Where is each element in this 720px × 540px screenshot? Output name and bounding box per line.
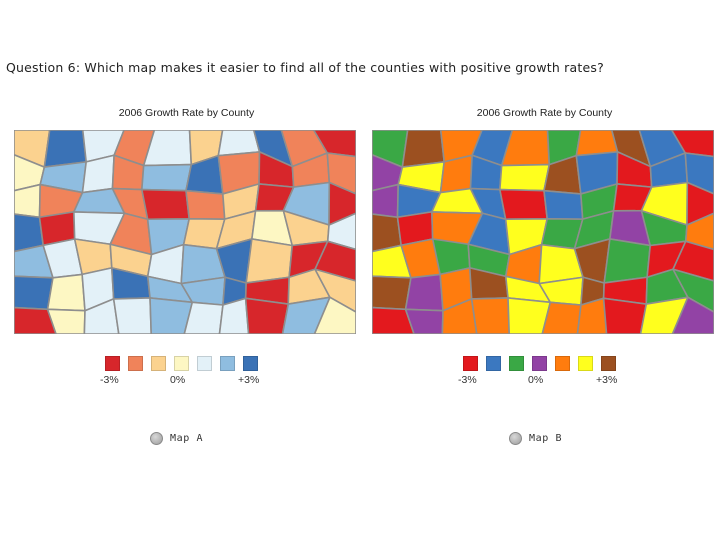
county <box>670 130 714 158</box>
legend-mid-label: 0% <box>170 374 186 386</box>
legend-swatch-6 <box>220 356 235 371</box>
county <box>602 297 648 334</box>
county <box>14 306 57 334</box>
county <box>404 273 444 312</box>
county <box>112 297 153 334</box>
legend-swatch-3 <box>509 356 524 371</box>
county <box>684 152 714 195</box>
map-a-radio-button[interactable] <box>150 432 163 445</box>
question-text: Question 6: Which map makes it easier to… <box>6 60 604 75</box>
map-b-title: 2006 Growth Rate by County <box>476 107 613 119</box>
legend-swatch-4 <box>532 356 547 371</box>
county <box>141 163 193 192</box>
county <box>312 130 356 158</box>
legend-swatch-7 <box>601 356 616 371</box>
legend-min-label: -3% <box>100 374 119 386</box>
county <box>326 212 356 251</box>
county <box>686 181 714 226</box>
map-b-counties <box>372 130 714 334</box>
legend-swatch-1 <box>105 356 120 371</box>
county <box>326 152 356 195</box>
legend-swatch-7 <box>243 356 258 371</box>
county <box>46 273 86 312</box>
county <box>43 130 87 168</box>
legend-swatch-2 <box>128 356 143 371</box>
county <box>245 238 294 284</box>
county <box>470 297 511 334</box>
county <box>314 268 356 313</box>
county <box>404 308 444 334</box>
map-a-legend-labels: -3% 0% +3% <box>100 374 270 388</box>
county <box>576 297 608 334</box>
choice-map-a[interactable]: Map A <box>150 432 203 445</box>
county <box>83 298 120 334</box>
county <box>507 297 552 334</box>
county <box>372 275 412 311</box>
choice-map-b[interactable]: Map B <box>509 432 562 445</box>
county <box>14 275 54 311</box>
legend-max-label: +3% <box>238 374 260 386</box>
county <box>149 297 194 334</box>
county <box>499 163 551 192</box>
map-b-legend-labels: -3% 0% +3% <box>458 374 628 388</box>
map-b-panel: 2006 Growth Rate by County -3% 0% +3% Ma… <box>372 104 717 445</box>
county <box>185 189 226 220</box>
county <box>439 154 473 194</box>
map-b-radio-button[interactable] <box>509 432 522 445</box>
county <box>543 189 584 220</box>
county <box>14 183 42 219</box>
county <box>81 154 115 194</box>
county <box>372 183 400 219</box>
county <box>313 296 356 334</box>
map-a-legend <box>105 356 258 371</box>
county <box>684 212 714 251</box>
legend-swatch-1 <box>463 356 478 371</box>
county <box>218 297 250 334</box>
county <box>672 268 714 313</box>
county <box>244 297 290 334</box>
map-a-title: 2006 Growth Rate by County <box>118 107 255 119</box>
map-a-panel: 2006 Growth Rate by County -3% 0% +3% Ma… <box>14 104 359 445</box>
legend-swatch-6 <box>578 356 593 371</box>
county <box>603 238 652 284</box>
county <box>46 308 86 334</box>
county <box>541 301 582 334</box>
legend-mid-label: 0% <box>528 374 544 386</box>
legend-swatch-5 <box>555 356 570 371</box>
county <box>183 301 224 334</box>
county <box>141 188 190 221</box>
legend-swatch-4 <box>174 356 189 371</box>
legend-max-label: +3% <box>596 374 618 386</box>
map-a-counties <box>14 130 356 334</box>
county <box>499 188 548 221</box>
legend-swatch-2 <box>486 356 501 371</box>
county <box>314 240 356 282</box>
map-b <box>372 130 714 334</box>
county <box>372 306 415 334</box>
legend-swatch-3 <box>151 356 166 371</box>
legend-swatch-5 <box>197 356 212 371</box>
legend-min-label: -3% <box>458 374 477 386</box>
county <box>401 130 445 168</box>
county <box>671 296 714 334</box>
county <box>328 181 356 226</box>
map-b-legend <box>463 356 616 371</box>
county <box>441 298 478 334</box>
map-b-choice-label[interactable]: Map B <box>529 433 563 444</box>
map-a <box>14 130 356 334</box>
county <box>672 240 714 282</box>
map-a-choice-label[interactable]: Map A <box>170 433 204 444</box>
